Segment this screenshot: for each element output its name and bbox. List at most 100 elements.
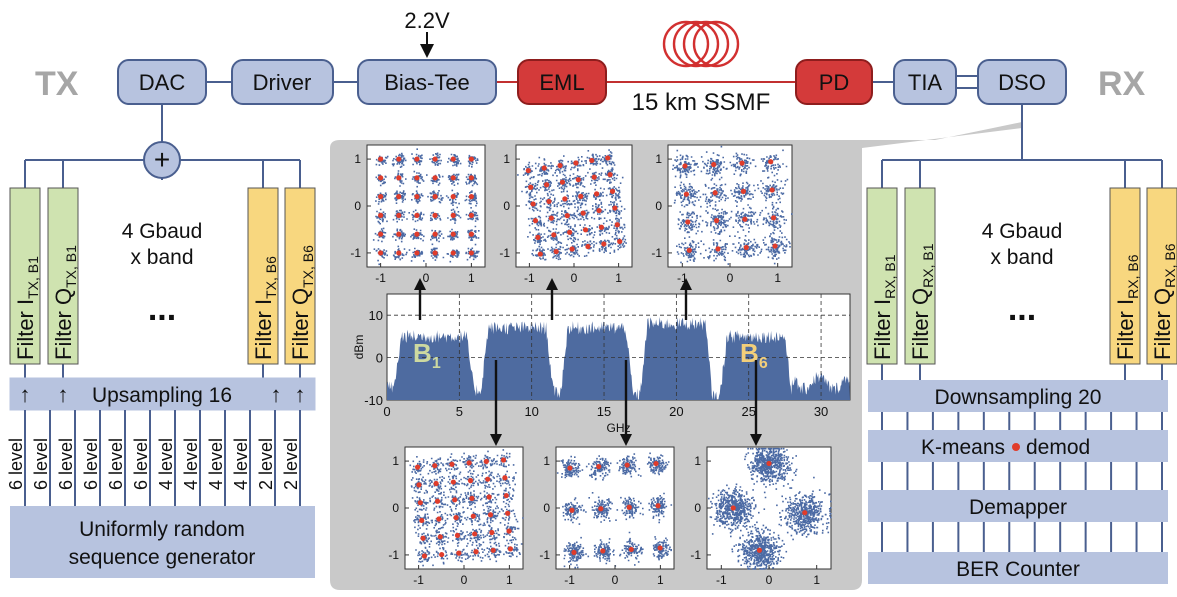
constellation-centroid	[486, 494, 492, 500]
constellation-centroid	[541, 165, 547, 171]
rx-filter-box	[866, 187, 898, 365]
fiber-spool-icon	[662, 20, 740, 68]
constellation-y-tick: -1	[499, 246, 510, 260]
constellation-centroid	[468, 231, 474, 237]
arrow-band1-head-icon	[414, 278, 426, 290]
constellation-centroid	[414, 156, 420, 162]
constellation-centroid	[567, 465, 573, 471]
filter-word: Filter	[1150, 305, 1175, 360]
tia-box: TIA	[893, 59, 957, 105]
constellation-y-tick: 1	[543, 454, 550, 468]
rx-rate-line1: 4 Gbaud	[982, 220, 1063, 243]
constellation-centroid	[535, 234, 541, 240]
tx-ellipsis: ...	[148, 290, 176, 328]
spectrum-y-tick: -10	[364, 393, 383, 408]
band-arrows	[414, 278, 762, 446]
rx-filter-2: Filter QRX, B1	[904, 187, 936, 365]
constellation-points	[517, 149, 627, 261]
constellation-centroid	[468, 175, 474, 181]
constellation-centroid	[503, 492, 509, 499]
constellation-x-tick: -1	[677, 271, 688, 285]
constellation-centroid	[502, 475, 508, 481]
constellation-x-tick: -1	[716, 573, 727, 587]
filter-kind: I	[1113, 299, 1138, 305]
constellation-centroid	[657, 545, 663, 551]
constellation-centroid	[571, 549, 577, 556]
level-label: 6 level	[131, 438, 151, 490]
constellation-centroid	[598, 506, 604, 512]
constellation-centroid	[543, 182, 550, 188]
constellation-centroid	[468, 212, 474, 218]
filter-word: Filter	[13, 305, 38, 360]
tx-rate-line1: 4 Gbaud	[122, 220, 203, 243]
constellation-y-tick: -1	[350, 246, 361, 260]
constellation-centroid	[490, 547, 496, 553]
filter-subscript: TX, B6	[263, 256, 279, 299]
filter-word: Filter	[251, 305, 276, 360]
constellation-centroid	[770, 215, 777, 221]
constellation-centroid	[742, 216, 748, 222]
filter-subscript: TX, B6	[300, 245, 316, 288]
constellation-centroid	[470, 513, 476, 519]
dso-label: DSO	[998, 70, 1046, 95]
spectrum-ylabel: dBm	[352, 335, 366, 360]
constellation-centroid	[769, 187, 775, 193]
arrow-band4-head-icon	[490, 434, 502, 446]
tx-label: TX	[35, 65, 79, 103]
filter-kind: Q	[288, 288, 313, 305]
constellation-centroid	[712, 190, 718, 196]
level-label: 2 level	[256, 438, 276, 490]
constellation-centroid	[591, 174, 597, 180]
constellation-2: -1 0 1 1 0 -1	[499, 144, 633, 285]
constellation-centroid	[417, 500, 423, 506]
pd-box: PD	[795, 59, 873, 105]
random-sequence-generator-box: Uniformly random sequence generator	[10, 506, 315, 578]
constellation-centroid	[537, 251, 543, 257]
constellation-y-tick: 0	[392, 501, 399, 515]
constellation-centroid	[439, 551, 445, 558]
arrow-band2-head-icon	[546, 278, 558, 290]
constellation-centroid	[468, 156, 474, 162]
constellation-centroid	[507, 546, 514, 552]
constellation-centroid	[456, 550, 462, 556]
tx-filter-3: Filter ITX, B6	[247, 187, 279, 365]
filter-word: Filter	[1113, 305, 1138, 360]
constellation-centroid	[802, 510, 808, 516]
constellation-centroid	[766, 460, 772, 467]
constellation-centroid	[396, 156, 402, 162]
constellation-centroid	[421, 553, 428, 559]
constellation-centroid	[683, 191, 690, 197]
constellation-centroid	[715, 246, 721, 252]
kmeans-label: K-means	[921, 436, 1005, 459]
constellation-centroid	[436, 516, 442, 522]
constellation-points	[409, 449, 524, 567]
constellation-centroid	[469, 495, 475, 502]
constellation-centroid	[600, 548, 606, 554]
constellation-centroid	[432, 194, 438, 200]
constellation-centroid	[626, 504, 632, 510]
level-label: 4 level	[156, 438, 176, 490]
upsampling-box: Upsampling 16 ↑ ↑ ↑ ↑	[9, 377, 316, 411]
constellation-centroid	[525, 167, 531, 174]
rx-filter-label: Filter QRX, B1	[908, 243, 936, 360]
filter-subscript: RX, B6	[1125, 254, 1141, 299]
bias-tee-box: Bias-Tee	[357, 59, 497, 105]
downsampling-label: Downsampling 20	[935, 386, 1102, 409]
level-label: 6 level	[81, 438, 101, 490]
spectrum-area	[387, 317, 850, 400]
constellation-centroid	[756, 547, 763, 553]
constellation-centroid	[489, 529, 495, 536]
constellation-plots: -1 0 110-1-1 0 110-1-1 0 110-1-1 0 110-1-1 0 110-1…	[350, 144, 832, 587]
constellation-centroid	[396, 194, 402, 200]
constellation-frame	[366, 144, 486, 268]
constellation-centroid	[573, 160, 579, 166]
rx-filter-box	[1146, 187, 1177, 365]
band-b6-subscript: 6	[759, 355, 768, 372]
constellation-centroid	[739, 160, 745, 166]
tx-filter-box	[9, 187, 41, 365]
driver-box: Driver	[231, 59, 334, 105]
constellation-centroid	[589, 157, 595, 164]
